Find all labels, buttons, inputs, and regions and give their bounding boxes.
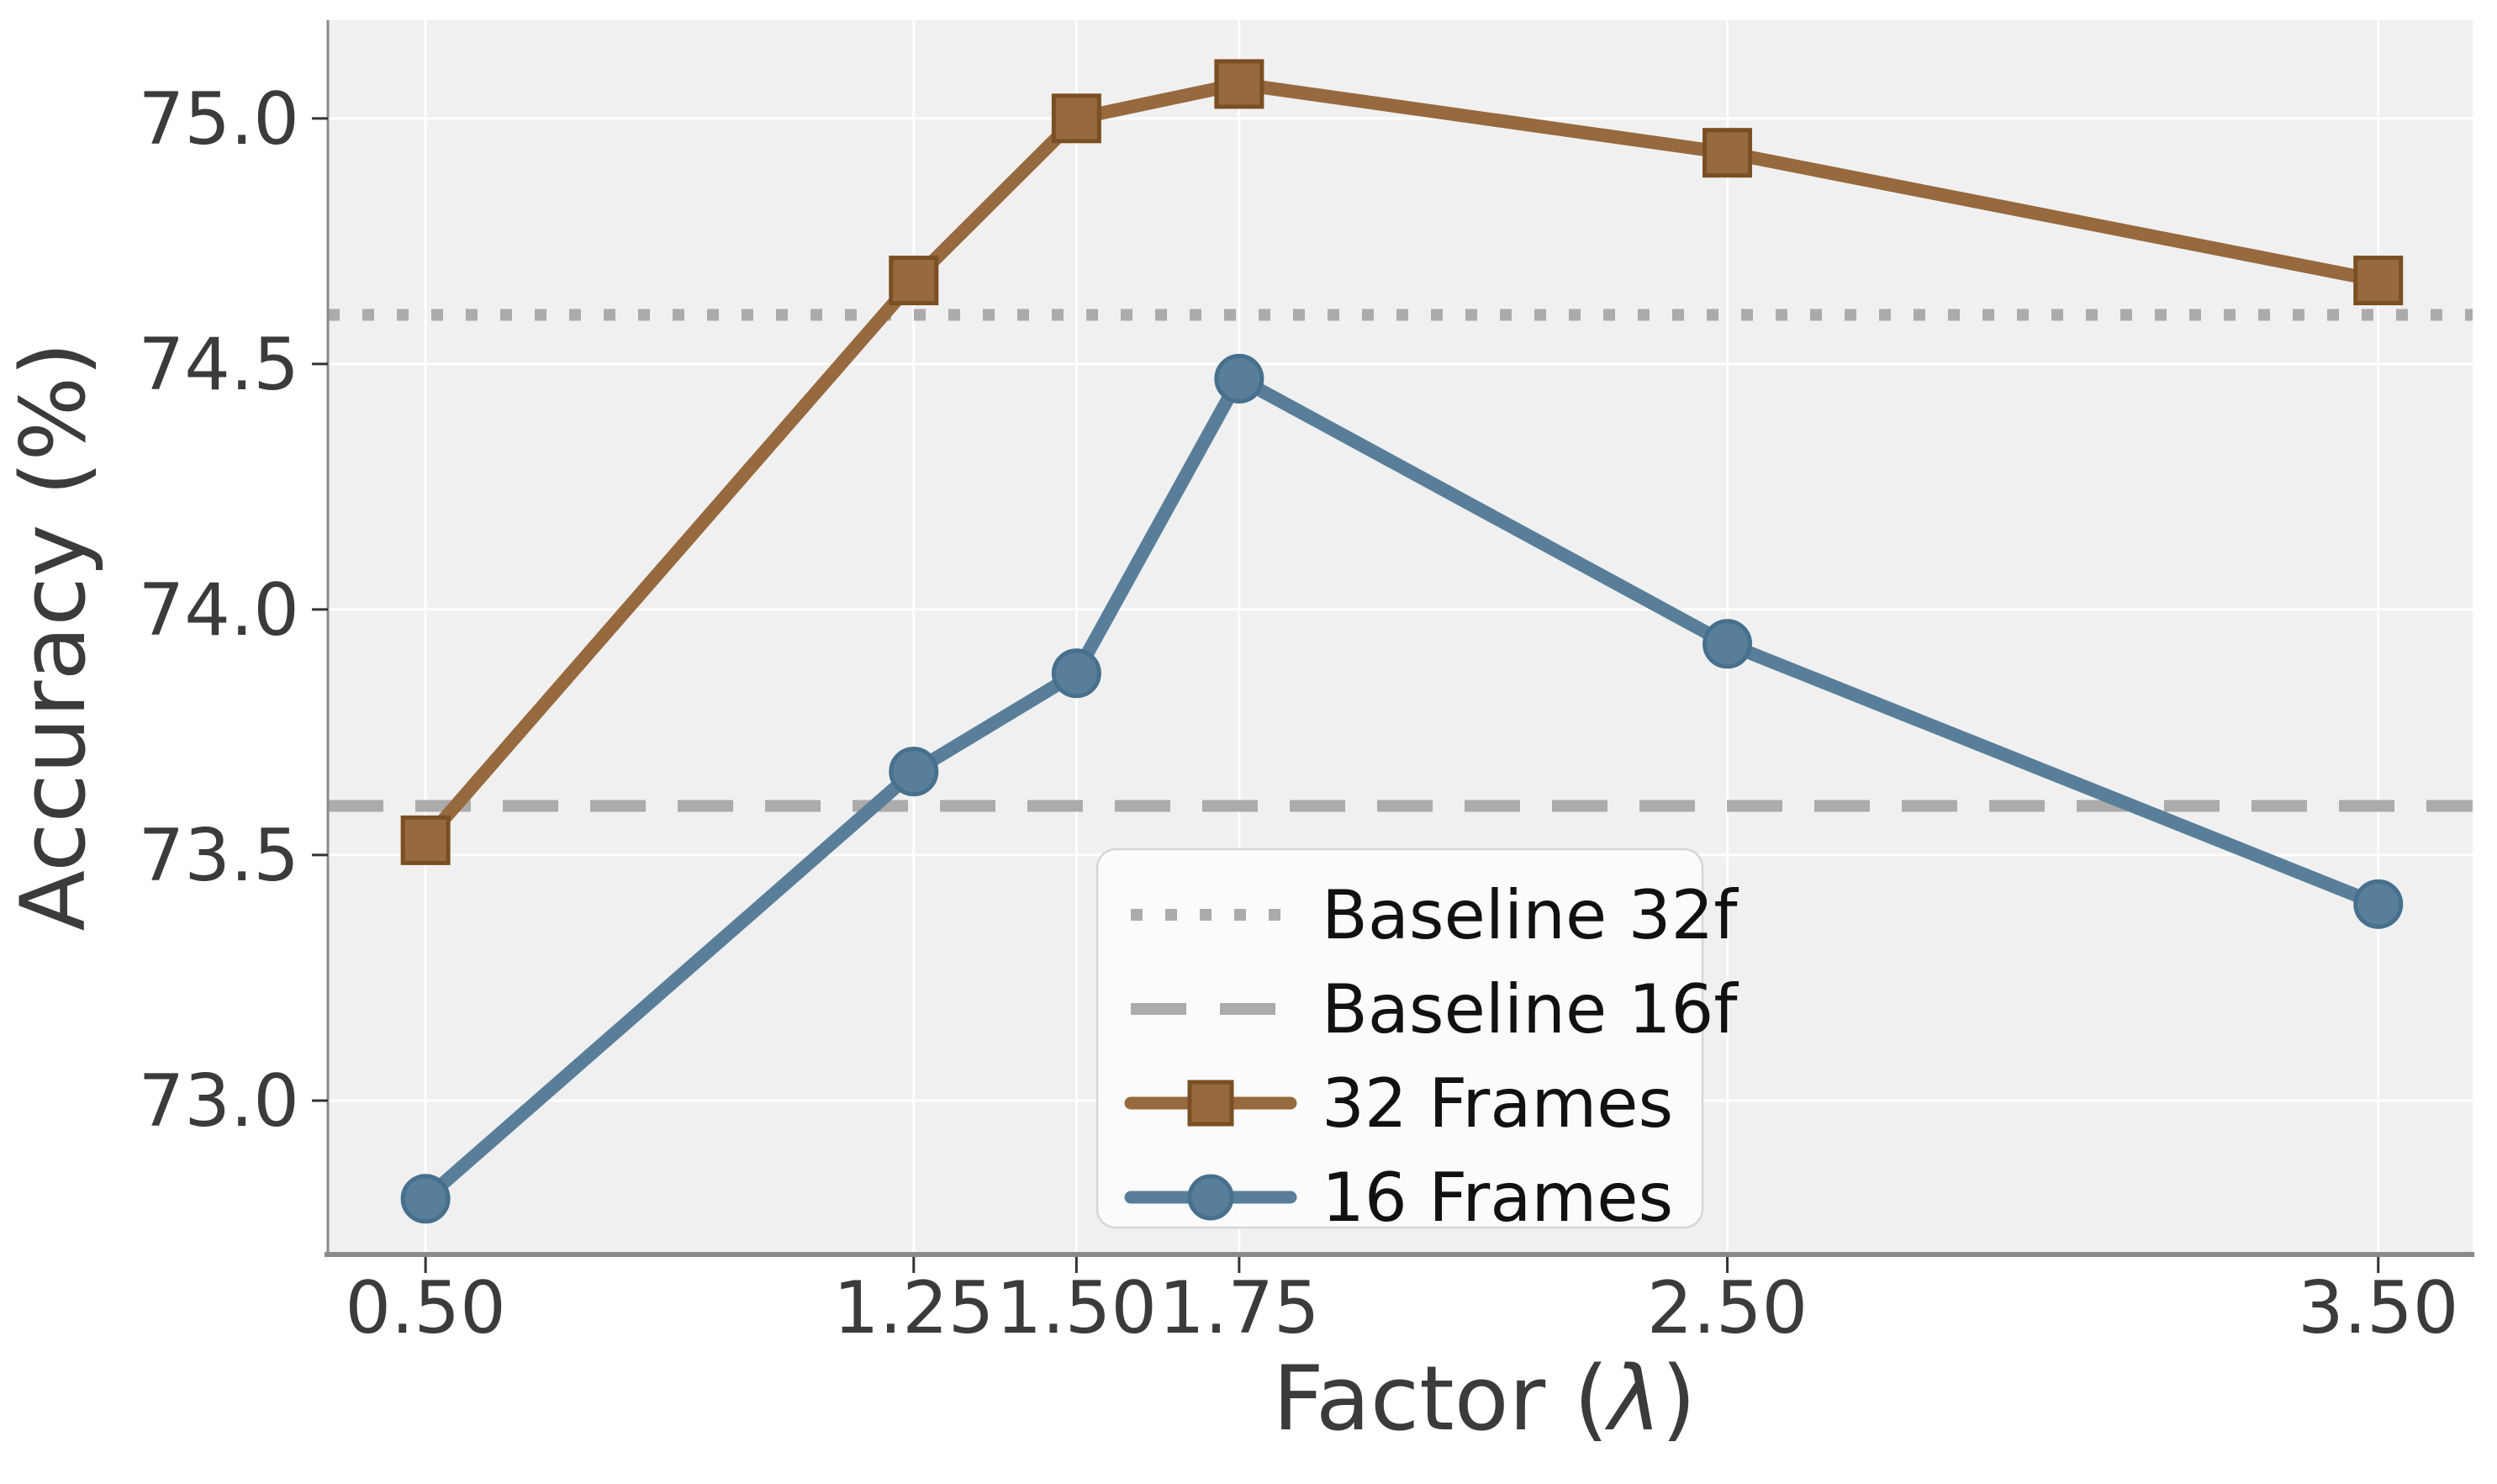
legend-box <box>1095 848 1704 1229</box>
circle-marker-swatch <box>1187 1174 1234 1221</box>
circle-marker-1.50 <box>1051 648 1101 699</box>
square-marker-0.50 <box>400 815 451 865</box>
legend-label: 16 Frames <box>1322 1159 1673 1237</box>
legend: Baseline 32f Baseline 16f 32 Frames 16 Fram… <box>1095 848 1739 1237</box>
x-tick-label-1.25: 1.25 <box>833 1266 994 1350</box>
x-tick-label-1.50: 1.50 <box>996 1266 1157 1350</box>
y-tick-label-74.5: 74.5 <box>139 323 299 407</box>
y-tick-label-73.0: 73.0 <box>139 1059 299 1143</box>
y-tick-label-74.0: 74.0 <box>139 568 299 652</box>
circle-marker-1.25 <box>889 747 939 797</box>
square-marker-2.50 <box>1702 128 1753 178</box>
circle-marker-0.50 <box>400 1174 451 1224</box>
series-line-16-frames <box>419 372 2385 1206</box>
legend-item-16-frames: 16 Frames <box>1124 1159 1673 1237</box>
legend-label: Baseline 32f <box>1322 876 1739 954</box>
circle-marker-1.75 <box>1214 353 1264 404</box>
square-marker-1.25 <box>889 256 939 306</box>
legend-item-baseline-32f: Baseline 32f <box>1131 876 1739 954</box>
y-axis-label: Accuracy (%) <box>2 341 105 931</box>
circle-marker-3.50 <box>2353 879 2404 929</box>
x-tick-label-1.75: 1.75 <box>1159 1266 1319 1350</box>
legend-label: Baseline 16f <box>1322 970 1739 1048</box>
legend-item-baseline-16f: Baseline 16f <box>1131 970 1739 1048</box>
x-tick-label-2.50: 2.50 <box>1647 1266 1808 1350</box>
square-marker-1.50 <box>1051 93 1101 144</box>
square-marker-swatch <box>1187 1080 1234 1127</box>
x-tick-label-0.50: 0.50 <box>345 1266 505 1350</box>
circle-marker-2.50 <box>1702 619 1753 669</box>
series-line-32-frames <box>419 77 2385 848</box>
x-axis-label: Factor (λ) <box>1273 1347 1697 1450</box>
legend-label: 32 Frames <box>1322 1064 1673 1143</box>
y-tick-label-75.0: 75.0 <box>139 77 299 161</box>
square-marker-3.50 <box>2353 256 2404 306</box>
square-marker-1.75 <box>1214 59 1264 109</box>
y-tick-label-73.5: 73.5 <box>139 814 299 898</box>
legend-item-32-frames: 32 Frames <box>1124 1064 1673 1143</box>
x-tick-label-3.50: 3.50 <box>2298 1266 2458 1350</box>
